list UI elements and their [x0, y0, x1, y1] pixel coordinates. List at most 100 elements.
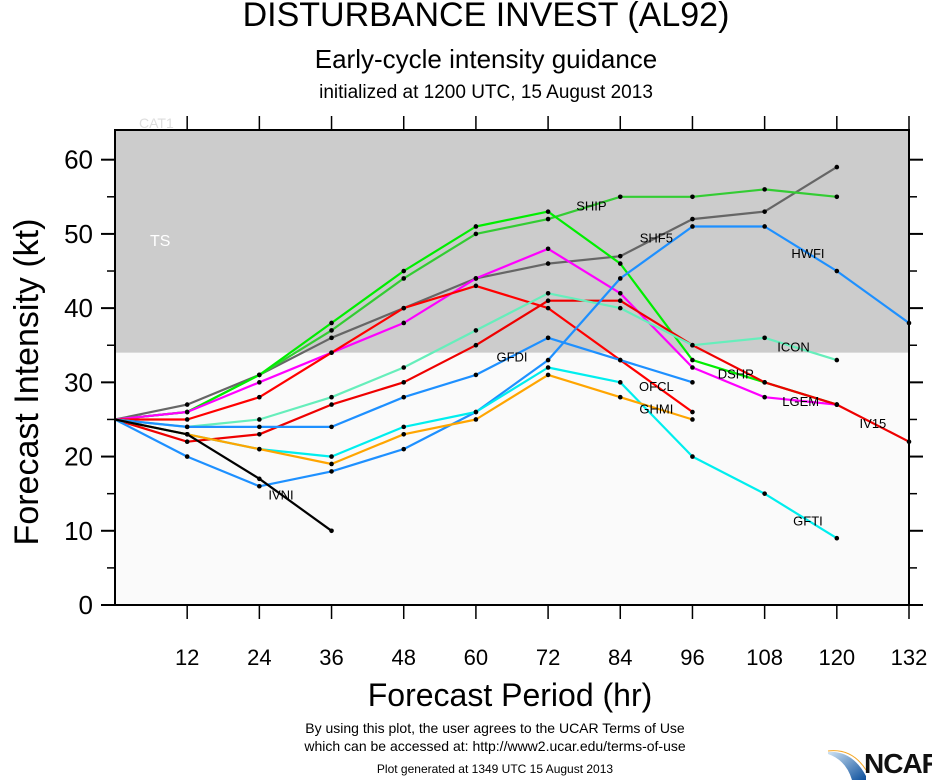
series-label-ivni: IVNI	[268, 487, 293, 502]
data-point-iv15	[762, 380, 767, 385]
data-point-lgem	[184, 409, 190, 415]
x-tick-label: 96	[680, 645, 704, 670]
data-point-gfdi	[545, 335, 551, 341]
x-tick-label: 72	[536, 645, 560, 670]
data-point-hwfi	[762, 224, 767, 229]
data-point-shf5	[329, 335, 334, 341]
data-point-dshp	[401, 268, 407, 274]
data-point-hwfi	[257, 483, 262, 489]
data-point-gfti	[473, 409, 479, 415]
data-point-hwfi	[617, 276, 623, 281]
data-point-icon	[690, 342, 695, 348]
data-point-dshp	[617, 261, 623, 266]
data-point-shf5	[184, 402, 190, 407]
data-point-ship	[401, 276, 407, 281]
series-label-gfdi: GFDI	[496, 349, 527, 364]
data-point-ofcl	[184, 417, 190, 422]
x-tick-label: 108	[746, 645, 783, 670]
data-point-lgem	[545, 246, 551, 252]
data-point-shf5	[834, 164, 840, 170]
data-point-gfdi	[617, 357, 623, 363]
data-point-shf5	[545, 261, 551, 266]
series-label-icon: ICON	[777, 340, 810, 355]
data-point-ofcl	[329, 350, 334, 355]
data-point-icon	[834, 357, 840, 363]
y-tick-label: 40	[64, 293, 93, 323]
ncar-swoosh-icon	[827, 750, 866, 780]
data-point-ship	[762, 187, 767, 192]
data-point-hwfi	[690, 224, 695, 229]
data-point-ofcl	[690, 409, 695, 415]
data-point-ship	[473, 231, 479, 237]
data-point-ivni	[329, 528, 334, 534]
data-point-iv15	[617, 298, 623, 304]
series-label-ghmi: GHMI	[639, 401, 673, 416]
series-line-hwfi	[114, 225, 910, 488]
data-point-hwfi	[545, 357, 551, 363]
data-point-hwfi	[329, 469, 334, 474]
data-point-ivni	[257, 476, 262, 482]
data-point-lgem	[401, 320, 407, 326]
data-point-gfti	[834, 535, 840, 541]
chart-init-time: initialized at 1200 UTC, 15 August 2013	[319, 82, 653, 103]
x-tick-label: 60	[464, 645, 488, 670]
data-point-icon	[257, 417, 262, 422]
x-tick-label: 84	[608, 645, 632, 670]
data-point-ghmi	[690, 417, 695, 422]
data-point-iv15	[184, 439, 190, 445]
series-line-iv15	[114, 299, 910, 443]
data-point-gfti	[762, 491, 767, 496]
data-point-iv15	[257, 431, 262, 437]
series-label-hwfi: HWFI	[791, 246, 824, 261]
series-label-shf5: SHF5	[640, 231, 673, 246]
data-point-ship	[329, 328, 334, 333]
data-point-icon	[617, 305, 623, 311]
y-tick-label: 50	[64, 219, 93, 249]
data-point-ship	[617, 194, 623, 200]
y-axis-label: Forecast Intensity (kt)	[8, 219, 46, 546]
data-point-ghmi	[329, 461, 334, 467]
data-point-ghmi	[257, 446, 262, 452]
x-axis-label: Forecast Period (hr)	[368, 677, 653, 713]
data-point-dshp	[690, 357, 695, 363]
data-point-dshp	[473, 224, 479, 229]
data-point-lgem	[762, 394, 767, 400]
data-point-ofcl	[473, 283, 479, 289]
series-label-iv15: IV15	[860, 416, 887, 431]
data-point-lgem	[617, 290, 623, 296]
data-point-dshp	[329, 320, 334, 326]
data-point-shf5	[762, 209, 767, 214]
data-point-icon	[401, 365, 407, 370]
terms-line-2: which can be accessed at: http://www2.uc…	[304, 738, 686, 754]
data-point-icon	[545, 290, 551, 296]
chart-subtitle: Early-cycle intensity guidance	[314, 44, 658, 74]
data-point-gfti	[545, 365, 551, 370]
series-label-ofcl: OFCL	[639, 379, 674, 394]
band-label-ts: TS	[150, 233, 170, 250]
series-label-dshp: DSHP	[718, 366, 754, 381]
data-point-ghmi	[545, 372, 551, 378]
data-point-iv15	[329, 402, 334, 407]
data-point-lgem	[690, 365, 695, 370]
band-label-cat1: CAT1	[139, 115, 174, 131]
y-tick-label: 30	[64, 367, 93, 397]
x-tick-label: 24	[247, 645, 271, 670]
data-point-ofcl	[257, 394, 262, 400]
ncar-logo: NCAR	[826, 746, 932, 780]
data-point-gfti	[401, 424, 407, 430]
band-ts	[115, 130, 909, 353]
data-point-hwfi	[834, 268, 840, 274]
series-line-ivni	[114, 418, 333, 532]
data-point-gfdi	[329, 424, 334, 430]
data-point-ghmi	[617, 394, 623, 400]
data-point-gfdi	[184, 424, 190, 430]
data-point-ivni	[184, 431, 190, 437]
data-point-gfti	[329, 454, 334, 459]
data-point-hwfi	[401, 446, 407, 452]
chart-title: DISTURBANCE INVEST (AL92)	[242, 0, 730, 34]
data-point-lgem	[473, 276, 479, 281]
y-tick-label: 20	[64, 442, 93, 472]
data-point-gfdi	[401, 394, 407, 400]
data-point-icon	[329, 394, 334, 400]
